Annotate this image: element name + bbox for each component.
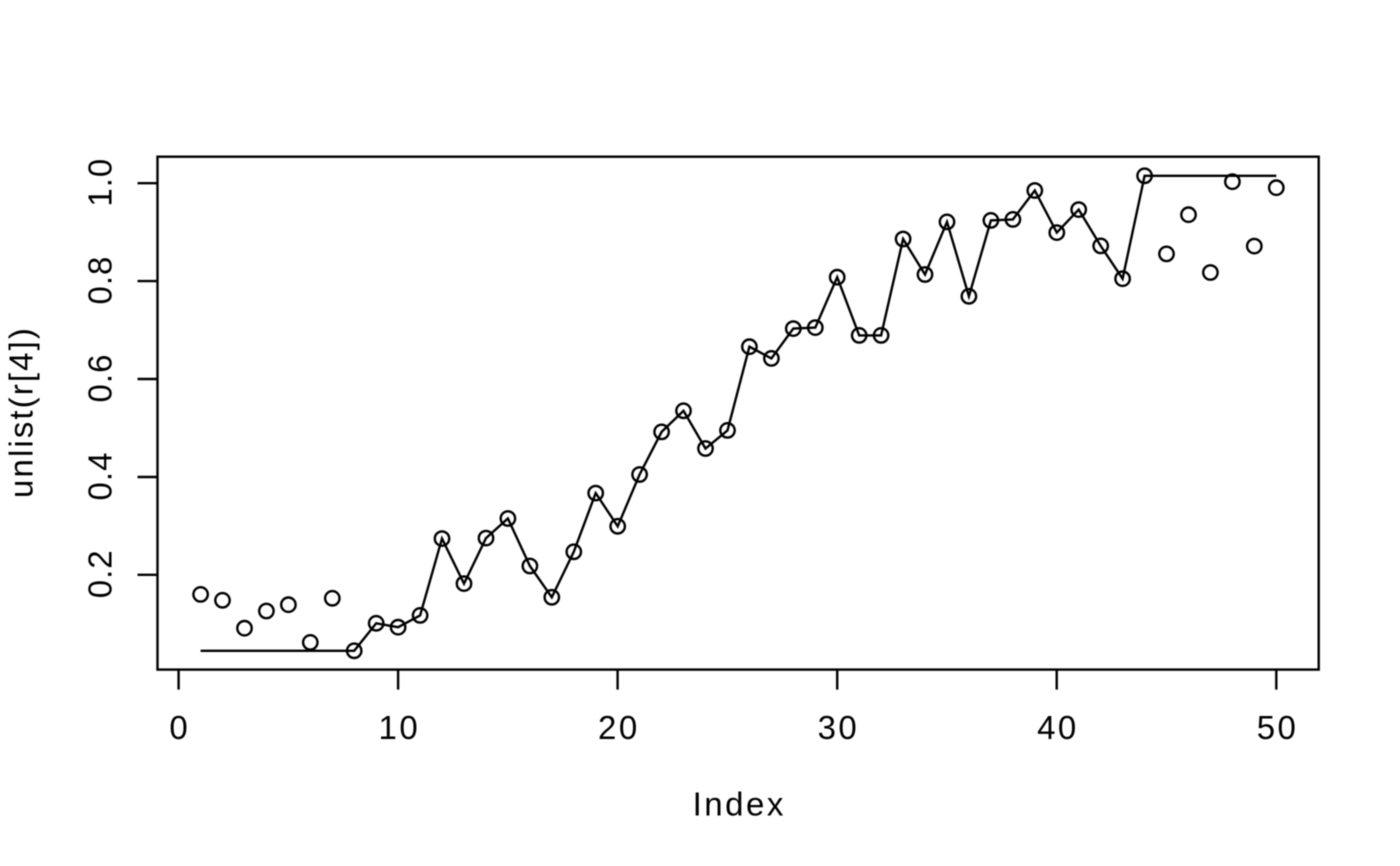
svg-text:0.8: 0.8 — [82, 256, 119, 305]
svg-text:50: 50 — [1257, 709, 1299, 746]
svg-text:unlist(r[4]): unlist(r[4]) — [3, 326, 40, 498]
svg-text:0.2: 0.2 — [82, 549, 119, 598]
svg-text:Index: Index — [693, 786, 786, 823]
svg-text:1.0: 1.0 — [82, 158, 119, 207]
svg-text:0.4: 0.4 — [82, 452, 119, 501]
svg-text:20: 20 — [598, 709, 640, 746]
svg-text:0.6: 0.6 — [82, 354, 119, 403]
svg-text:40: 40 — [1037, 709, 1079, 746]
svg-text:0: 0 — [169, 709, 187, 746]
svg-text:30: 30 — [818, 709, 860, 746]
svg-text:10: 10 — [378, 709, 420, 746]
